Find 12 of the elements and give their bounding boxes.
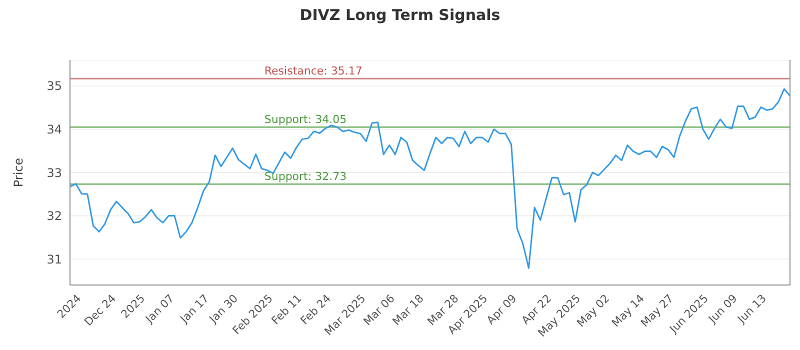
y-tick-label: 33 <box>46 166 62 180</box>
y-axis-title: Price <box>11 158 26 188</box>
x-tick-label: Dec 24 <box>82 292 119 329</box>
ref-line-label: Support: 34.05 <box>264 113 347 126</box>
line-series <box>70 88 790 269</box>
ref-line-label: Support: 32.73 <box>264 170 347 184</box>
y-tick-label: 35 <box>46 79 62 94</box>
y-tick-label: 32 <box>46 209 62 224</box>
ref-line-label: Resistance: 35.17 <box>264 64 362 78</box>
y-tick-label: 31 <box>46 252 62 266</box>
y-tick-label: 34 <box>46 122 62 136</box>
chart-title: DIVZ Long Term Signals <box>298 6 502 24</box>
